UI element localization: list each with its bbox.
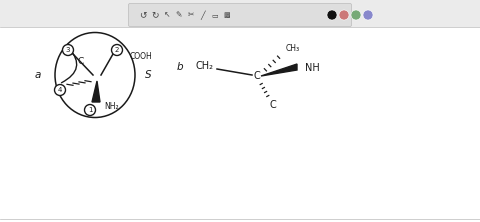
- Text: NH: NH: [305, 63, 320, 73]
- FancyArrowPatch shape: [61, 48, 77, 83]
- Circle shape: [62, 44, 73, 56]
- Text: 4: 4: [58, 87, 62, 93]
- Text: C: C: [253, 71, 260, 81]
- Polygon shape: [261, 64, 297, 76]
- Text: ✂: ✂: [188, 10, 194, 20]
- Text: CH₂: CH₂: [196, 61, 214, 71]
- Text: ✎: ✎: [176, 10, 182, 20]
- Circle shape: [111, 44, 122, 56]
- Text: ↺: ↺: [139, 10, 147, 20]
- Text: 3: 3: [66, 47, 70, 53]
- Circle shape: [363, 10, 373, 20]
- Circle shape: [84, 105, 96, 115]
- Text: C: C: [270, 100, 276, 110]
- Circle shape: [55, 85, 65, 95]
- Text: ▩: ▩: [224, 12, 230, 18]
- Circle shape: [351, 10, 361, 20]
- Polygon shape: [92, 81, 100, 102]
- Circle shape: [327, 10, 337, 20]
- Text: C: C: [78, 57, 84, 65]
- Text: 2: 2: [115, 47, 119, 53]
- Text: ▭: ▭: [212, 12, 218, 18]
- Text: COOH: COOH: [130, 52, 153, 61]
- FancyBboxPatch shape: [129, 4, 351, 26]
- Bar: [0, 27, 480, 222]
- Text: 1: 1: [88, 107, 92, 113]
- Text: CH₃: CH₃: [286, 44, 300, 52]
- Text: ↻: ↻: [151, 10, 159, 20]
- Text: ╱: ╱: [201, 10, 205, 20]
- Text: ↖: ↖: [164, 10, 170, 20]
- Text: NH₂: NH₂: [105, 101, 120, 111]
- Text: S: S: [144, 70, 151, 80]
- Text: b: b: [177, 62, 183, 72]
- Circle shape: [339, 10, 349, 20]
- Text: a: a: [35, 70, 41, 80]
